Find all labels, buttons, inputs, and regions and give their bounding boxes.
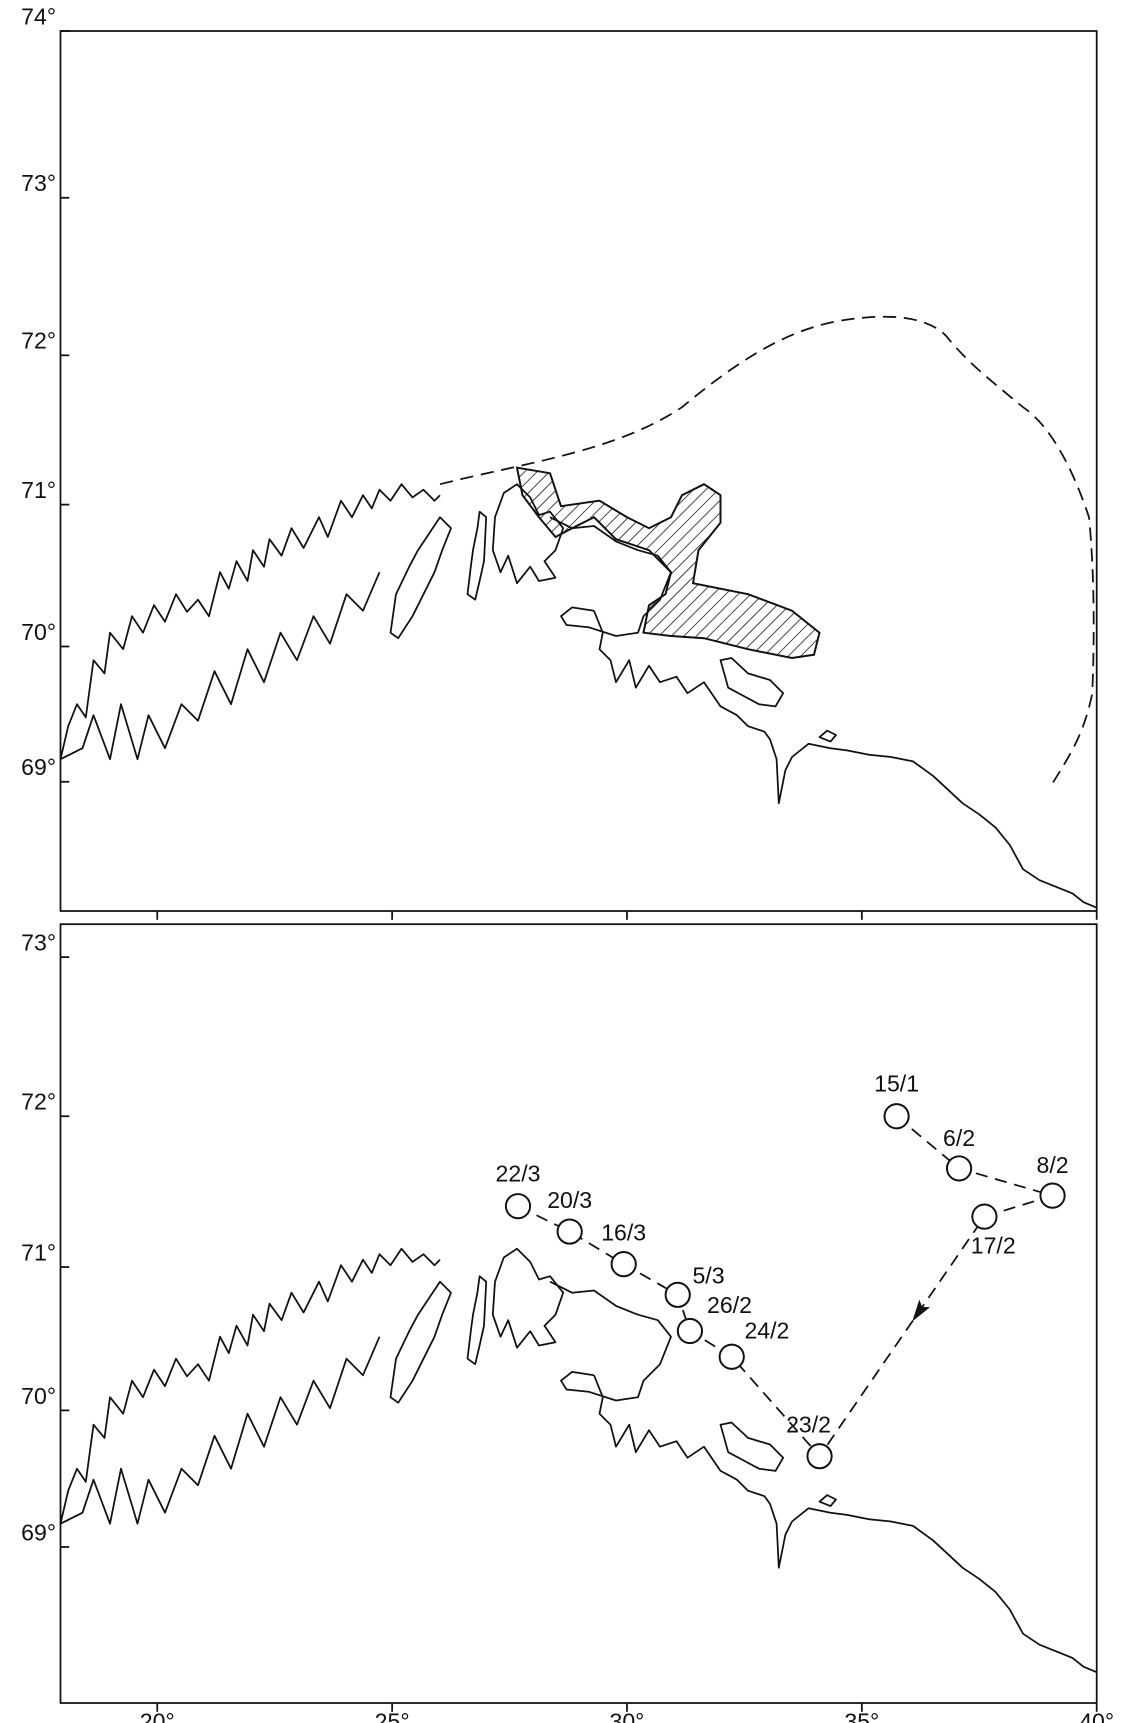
lon-tick-label: 40° bbox=[1079, 1708, 1114, 1723]
lat-tick-label: 71° bbox=[21, 477, 56, 503]
station-label: 15/1 bbox=[874, 1071, 919, 1097]
station-label: 17/2 bbox=[971, 1233, 1016, 1259]
station-marker bbox=[718, 1343, 745, 1370]
lat-tick-label: 72° bbox=[21, 328, 56, 354]
station-label: 23/2 bbox=[786, 1412, 831, 1438]
lat-tick-label: 69° bbox=[21, 754, 56, 780]
lat-tick-label: 71° bbox=[21, 1239, 56, 1265]
hatched-area bbox=[515, 466, 821, 660]
route-line bbox=[517, 1115, 1056, 1458]
station-label: 8/2 bbox=[1036, 1152, 1068, 1178]
lat-tick-label: 73° bbox=[21, 930, 56, 956]
station-label: 26/2 bbox=[707, 1292, 752, 1318]
station-label: 5/3 bbox=[692, 1262, 724, 1288]
station-marker bbox=[883, 1103, 910, 1130]
lon-tick-label: 20° bbox=[140, 1708, 175, 1723]
station-label: 22/3 bbox=[496, 1160, 541, 1186]
coastline bbox=[59, 483, 1098, 909]
station-marker bbox=[504, 1193, 532, 1220]
station-label: 24/2 bbox=[744, 1318, 789, 1344]
station-marker bbox=[556, 1218, 583, 1245]
station-marker bbox=[664, 1281, 691, 1308]
station-marker bbox=[806, 1443, 833, 1470]
lat-tick-label: 72° bbox=[21, 1089, 56, 1115]
lat-tick-label: 74° bbox=[21, 3, 56, 29]
bottom-frame bbox=[59, 923, 1098, 1704]
lat-tick-label: 69° bbox=[21, 1519, 56, 1545]
boundary-line bbox=[439, 315, 1095, 788]
route-arrow bbox=[912, 1299, 931, 1322]
top-frame bbox=[59, 30, 1098, 912]
station-label: 6/2 bbox=[943, 1125, 975, 1151]
lat-tick-label: 70° bbox=[21, 619, 56, 645]
station-marker bbox=[676, 1317, 704, 1345]
station-label: 20/3 bbox=[547, 1187, 592, 1213]
station-marker bbox=[610, 1251, 637, 1278]
lon-tick-label: 35° bbox=[844, 1708, 879, 1723]
lon-tick-label: 25° bbox=[375, 1708, 410, 1723]
station-marker bbox=[971, 1203, 998, 1230]
lat-tick-label: 73° bbox=[21, 170, 56, 196]
station-marker bbox=[1039, 1182, 1066, 1209]
lon-tick-label: 30° bbox=[610, 1708, 645, 1723]
station-label: 16/3 bbox=[601, 1220, 646, 1246]
station-marker bbox=[945, 1155, 973, 1182]
coastline bbox=[59, 1247, 1098, 1674]
lat-tick-label: 70° bbox=[21, 1383, 56, 1409]
